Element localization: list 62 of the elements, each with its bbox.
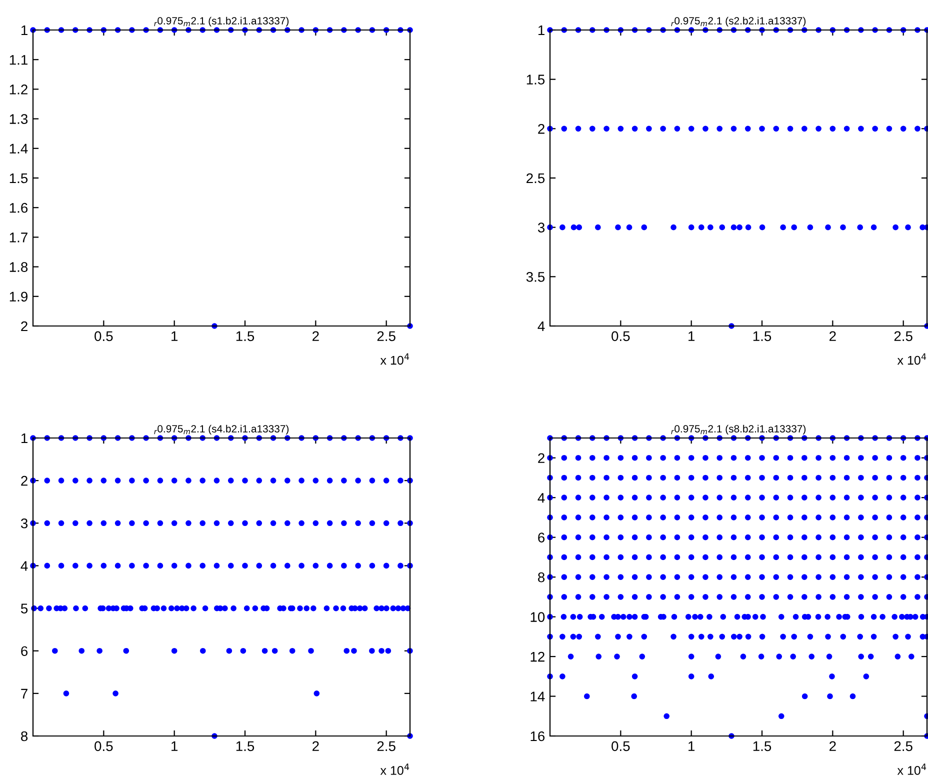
y-tick-label: 10 (530, 612, 545, 622)
y-tick-label: 1.9 (10, 292, 28, 302)
y-tick-label: 2 (538, 124, 544, 134)
y-tick-label: 2.5 (526, 173, 545, 184)
y-tick-label: 1.6 (10, 202, 28, 213)
y-tick-label: 3.5 (526, 272, 545, 282)
x-tick-label: 1.5 (236, 741, 254, 752)
chart-title: $_{r}$0.975$_{m}$2.1 (s2.b2.i1.a13337) (671, 16, 806, 27)
y-tick-label: 1.7 (10, 232, 28, 242)
y-tick-label: 1.4 (10, 144, 28, 154)
x-tick-label: 2.5 (377, 741, 396, 752)
y-tick-label: 16 (530, 731, 545, 742)
y-tick-label: 1.8 (10, 262, 28, 272)
x-tick-label: 1.5 (753, 331, 772, 342)
y-tick-label: 1 (538, 25, 544, 36)
x-tick-label: 1 (172, 741, 178, 751)
text: x 10$^{4}$ (380, 764, 410, 775)
y-tick-label: 8 (21, 731, 28, 742)
x-tick-label: 2 (312, 331, 319, 341)
chart-title: $_{r}$0.975$_{m}$2.1 (s1.b2.i1.a13337) (154, 16, 289, 27)
x-tick-label: 0.5 (94, 741, 113, 752)
x-tick-label: 2 (312, 741, 319, 751)
x-tick-label: 1 (688, 331, 695, 341)
y-tick-label: 2 (21, 321, 28, 332)
y-tick-label: 1.5 (526, 74, 545, 85)
y-tick-label: 4 (20, 561, 28, 571)
y-tick-label: 1.2 (10, 84, 28, 94)
x-tick-label: 2.5 (894, 741, 912, 752)
y-tick-label: 1.3 (10, 114, 28, 124)
y-tick-label: 1 (21, 25, 28, 36)
x-tick-label: 2 (830, 331, 836, 341)
chart-title: $_{r}$0.975$_{m}$2.1 (s4.b2.i1.a13337) (154, 424, 289, 435)
text: x 10$^{4}$ (897, 353, 926, 365)
y-tick-label: 4 (538, 321, 545, 332)
y-tick-label: 8 (538, 572, 545, 582)
x-tick-label: 1 (172, 331, 178, 341)
y-tick-label: 14 (530, 692, 545, 702)
x-tick-label: 1 (688, 741, 695, 751)
x-tick-label: 2.5 (377, 331, 396, 342)
y-tick-label: 7 (21, 688, 28, 698)
y-tick-label: 2 (21, 476, 28, 486)
chart-title: $_{r}$0.975$_{m}$2.1 (s8.b2.i1.a13337) (671, 424, 806, 435)
x-tick-label: 1.5 (236, 331, 254, 342)
y-tick-label: 6 (21, 646, 28, 656)
x-tick-label: 1.5 (753, 741, 772, 752)
text: x 10$^{4}$ (897, 764, 926, 775)
text: x 10$^{4}$ (380, 353, 410, 365)
y-tick-label: 5 (20, 604, 28, 614)
y-tick-label: 3 (20, 518, 28, 528)
y-tick-label: 1 (21, 433, 28, 444)
y-tick-label: 4 (538, 493, 545, 503)
y-tick-label: 1.5 (10, 173, 28, 184)
y-tick-label: 3 (538, 222, 545, 233)
x-tick-label: 0.5 (612, 331, 630, 342)
y-tick-label: 6 (538, 532, 545, 543)
x-tick-label: 2.5 (894, 331, 912, 342)
y-tick-label: 2 (538, 453, 544, 463)
y-tick-label: 1.1 (10, 55, 28, 65)
y-tick-label: 12 (530, 652, 544, 662)
x-tick-label: 2 (830, 741, 836, 751)
x-tick-label: 0.5 (612, 741, 630, 752)
x-tick-label: 0.5 (94, 331, 113, 342)
